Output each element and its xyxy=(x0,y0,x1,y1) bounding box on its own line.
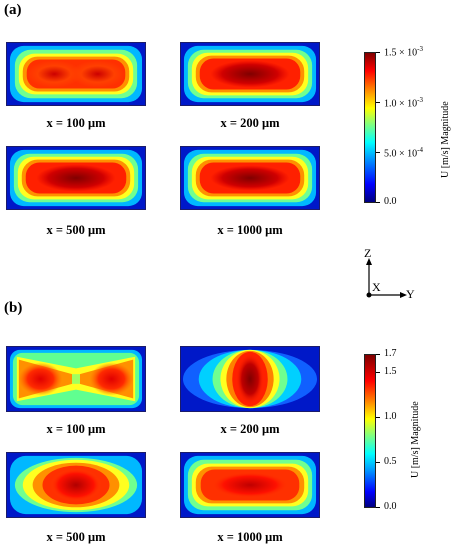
panel-a-plot-x200 xyxy=(180,42,320,106)
panel-b-plot-x100 xyxy=(6,346,146,412)
panel-a-plot-x500 xyxy=(6,146,146,210)
panel-a-tickmark-2 xyxy=(376,102,380,103)
panel-b-tickmark-4 xyxy=(376,462,380,463)
panel-b-plot-x200 xyxy=(180,346,320,412)
panel-a-caption-x1000: x = 1000 μm xyxy=(217,223,283,237)
axis-y-label: Y xyxy=(406,287,415,301)
panel-b-tickmark-1 xyxy=(376,354,380,355)
panel-b-caption-x1000: x = 1000 μm xyxy=(217,530,283,544)
panel-a-tickmark-3 xyxy=(376,152,380,153)
panel-b-tickmark-5 xyxy=(376,507,380,508)
panel-a-tickmark-4 xyxy=(376,202,380,203)
panel-b-caption-x100: x = 100 μm xyxy=(46,422,106,436)
panel-a-caption-x100: x = 100 μm xyxy=(46,116,106,130)
panel-a-caption-x200: x = 200 μm xyxy=(220,116,280,130)
panel-a-plot-x1000 xyxy=(180,146,320,210)
panel-b-tick-2: 1.5 xyxy=(384,366,397,377)
panel-a-colorbar xyxy=(364,52,376,203)
panel-a-colorbar-title: U [m/s] Magnitude xyxy=(440,101,451,178)
panel-b-plot-x500 xyxy=(6,452,146,518)
panel-a-tick-2: 1.0 × 10-3 xyxy=(384,96,423,110)
axis-x-label: X xyxy=(372,280,381,294)
panel-a-caption-x500: x = 500 μm xyxy=(46,223,106,237)
panel-b-tick-3: 1.0 xyxy=(384,411,397,422)
panel-b-caption-x200: x = 200 μm xyxy=(220,422,280,436)
panel-a-tick-1: 1.5 × 10-3 xyxy=(384,45,423,59)
panel-a-plot-x100 xyxy=(6,42,146,106)
panel-b-tickmark-2 xyxy=(376,372,380,373)
panel-a-label: (a) xyxy=(4,2,22,18)
panel-b-tick-4: 0.5 xyxy=(384,456,397,467)
panel-a-tick-4: 0.0 xyxy=(384,196,397,207)
panel-b-plot-x1000 xyxy=(180,452,320,518)
panel-a-tick-3: 5.0 × 10-4 xyxy=(384,146,423,160)
panel-b-tick-1: 1.7 xyxy=(384,348,397,359)
coordinate-axes-icon xyxy=(366,258,407,298)
panel-b-tick-5: 0.0 xyxy=(384,501,397,512)
panel-b-label: (b) xyxy=(4,300,23,316)
panel-b-colorbar-title: U [m/s] Magnitude xyxy=(410,401,421,478)
panel-b-caption-x500: x = 500 μm xyxy=(46,530,106,544)
axis-z-label: Z xyxy=(364,246,372,260)
panel-a-tickmark-1 xyxy=(376,52,380,53)
panel-b-colorbar xyxy=(364,354,376,508)
panel-b-tickmark-3 xyxy=(376,417,380,418)
